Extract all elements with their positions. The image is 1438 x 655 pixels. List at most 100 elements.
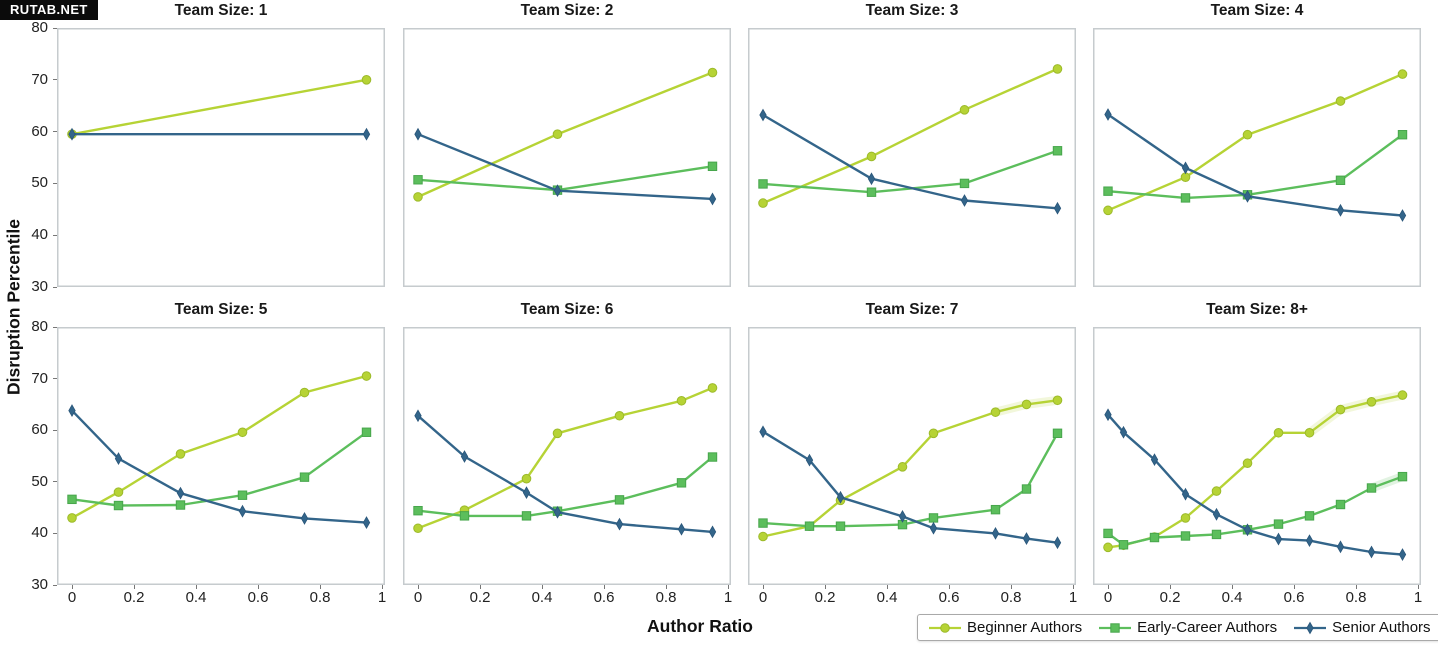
y-tick-mark	[53, 378, 57, 380]
panel-title: Team Size: 8+	[1206, 301, 1308, 318]
series-marker-diamond	[1104, 408, 1112, 422]
series-marker-circle	[1211, 486, 1222, 496]
panel-title: Team Size: 7	[865, 301, 959, 318]
series-marker-square	[707, 452, 718, 462]
series-marker-square	[1021, 484, 1032, 494]
legend-label: Beginner Authors	[967, 619, 1083, 636]
series-marker-square	[990, 504, 1001, 515]
series-marker-diamond	[1306, 621, 1314, 634]
series-marker-square	[175, 500, 186, 510]
x-tick-mark	[319, 585, 321, 589]
series-marker-diamond	[1181, 161, 1190, 175]
watermark-badge: RUTAB.NET	[0, 0, 98, 20]
series-marker-square	[413, 505, 423, 516]
series-marker-diamond	[1305, 534, 1314, 548]
x-axis-title: Author Ratio	[647, 616, 753, 636]
series-marker-circle	[1052, 64, 1063, 74]
series-marker-square	[758, 179, 768, 189]
y-tick-mark	[53, 481, 57, 483]
y-tick-mark	[53, 286, 57, 288]
x-tick-label: 0.4	[876, 589, 898, 606]
panel-plot-team-size-6	[403, 327, 731, 585]
series-line-beginner-authors	[761, 67, 1059, 205]
series-marker-square	[237, 490, 248, 500]
x-tick-label: 0.4	[531, 589, 553, 606]
series-line-senior-authors	[761, 430, 1059, 544]
series-line-early-career-authors	[761, 149, 1059, 194]
series-marker-diamond	[362, 127, 371, 141]
series-marker-diamond	[362, 516, 371, 529]
x-tick-mark	[762, 585, 764, 589]
panel-border	[57, 327, 385, 585]
series-marker-square	[835, 521, 846, 531]
series-marker-diamond	[1336, 540, 1345, 554]
series-marker-square	[1052, 428, 1063, 438]
x-tick-label: 0.2	[469, 589, 491, 606]
x-tick-label: 0.6	[1283, 589, 1305, 606]
legend-item-beginner-authors: Beginner Authors	[928, 619, 1082, 636]
series-marker-circle	[1397, 69, 1408, 79]
series-marker-diamond	[898, 509, 907, 523]
x-tick-label: 1	[377, 589, 387, 606]
series-marker-circle	[1103, 542, 1113, 553]
x-tick-label: 0.6	[938, 589, 960, 606]
x-tick-label: 0	[413, 589, 423, 606]
panel-title: Team Size: 6	[520, 301, 614, 318]
x-tick-label: 0	[758, 589, 768, 606]
y-tick-label: 30	[31, 576, 48, 593]
series-marker-diamond	[759, 425, 767, 439]
series-marker-diamond	[708, 525, 717, 539]
y-tick-label: 30	[31, 278, 48, 295]
series-marker-circle	[707, 67, 718, 78]
y-tick-label: 80	[31, 19, 48, 36]
legend-swatch-circle-icon	[929, 622, 961, 633]
legend-swatch-square-icon	[1099, 622, 1132, 633]
series-marker-square	[1304, 511, 1315, 521]
x-tick-mark	[1293, 585, 1295, 589]
legend-label: Early-Career Authors	[1137, 619, 1278, 636]
y-tick-label: 70	[31, 70, 48, 88]
series-marker-circle	[1335, 404, 1346, 415]
x-tick-mark	[1107, 585, 1109, 589]
series-marker-square	[758, 518, 768, 528]
series-marker-circle	[361, 371, 372, 381]
series-marker-circle	[1242, 458, 1253, 469]
series-marker-square	[804, 521, 815, 531]
x-tick-label: 0.8	[1000, 589, 1022, 606]
series-marker-circle	[1103, 205, 1113, 216]
panel-plot-team-size-8+	[1093, 327, 1421, 585]
series-marker-diamond	[1336, 203, 1345, 217]
x-tick-label: 0.2	[123, 589, 145, 606]
y-tick-mark	[53, 131, 57, 133]
series-line-beginner-authors	[70, 374, 368, 520]
series-marker-square	[1335, 499, 1346, 510]
series-marker-diamond	[677, 522, 686, 536]
series-marker-diamond	[414, 127, 422, 141]
series-marker-diamond	[553, 505, 562, 519]
series-marker-diamond	[114, 452, 123, 465]
series-marker-circle	[1366, 397, 1377, 407]
x-tick-mark	[886, 585, 888, 589]
panel-border	[1093, 327, 1421, 585]
panel-plot-team-size-1	[57, 28, 385, 287]
y-tick-label: 60	[31, 122, 48, 140]
series-marker-square	[299, 472, 310, 482]
series-marker-circle	[676, 395, 687, 406]
series-marker-circle	[928, 428, 939, 439]
series-marker-circle	[897, 462, 908, 472]
y-tick-mark	[53, 234, 57, 236]
x-tick-mark	[603, 585, 605, 589]
x-tick-label: 0.8	[309, 589, 331, 606]
series-marker-diamond	[1104, 108, 1112, 121]
series-marker-square	[413, 175, 423, 185]
series-line-beginner-authors	[761, 399, 1059, 538]
x-tick-label: 0.6	[593, 589, 615, 606]
y-axis-title: Disruption Percentile	[3, 218, 24, 396]
series-marker-diamond	[238, 504, 247, 518]
series-marker-diamond	[68, 127, 76, 141]
series-marker-diamond	[1367, 545, 1376, 559]
x-tick-mark	[1417, 585, 1419, 589]
x-tick-mark	[1010, 585, 1012, 589]
series-marker-square	[1397, 130, 1408, 140]
x-tick-mark	[948, 585, 950, 589]
